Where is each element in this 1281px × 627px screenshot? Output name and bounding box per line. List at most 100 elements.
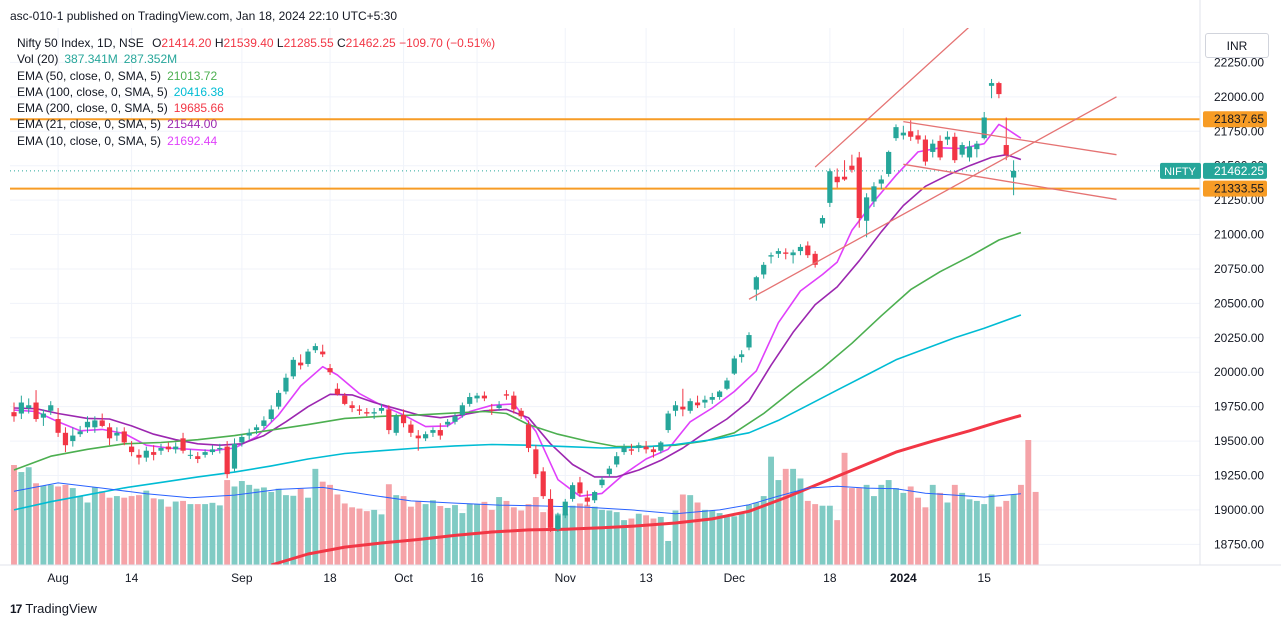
- candle-body: [643, 446, 649, 450]
- volume-bar: [202, 504, 209, 565]
- candle-body: [26, 405, 32, 409]
- volume-bar: [238, 481, 245, 565]
- candle-body: [400, 414, 407, 424]
- candle-body: [930, 143, 936, 152]
- candle-body: [18, 402, 24, 414]
- level-price-tag: [1203, 180, 1267, 197]
- level-price-label: 21837.65: [1214, 112, 1264, 126]
- candle-body: [915, 135, 921, 140]
- volume-bar: [731, 516, 738, 565]
- low-label: L: [276, 36, 284, 50]
- volume-bar: [430, 500, 436, 565]
- volume-bar: [518, 510, 525, 565]
- series-vol-ma-20: [13, 482, 1021, 515]
- price-tick-label: 19000.00: [1214, 503, 1264, 517]
- volume-bar: [694, 502, 701, 565]
- volume-bars: [11, 440, 1039, 565]
- candle-body: [511, 395, 517, 410]
- candle-body: [283, 377, 289, 392]
- indicator-value: 21013.72: [167, 68, 218, 83]
- legend-symbol-row[interactable]: Nifty 50 Index, 1D, NSE O21414.20 H21539…: [17, 35, 495, 51]
- candle-body: [276, 392, 282, 407]
- legend-indicator-row[interactable]: EMA (200, close, 0, SMA, 5) 19685.66: [17, 100, 495, 116]
- candle-body: [386, 409, 392, 431]
- candle-body: [173, 446, 179, 450]
- price-tick-label: 20250.00: [1214, 331, 1264, 345]
- indicator-label: EMA (50, close, 0, SMA, 5): [17, 68, 162, 83]
- volume-bar: [187, 504, 194, 565]
- volume-bar: [1025, 440, 1032, 565]
- volume-bar: [716, 513, 723, 565]
- candle-body: [937, 140, 943, 158]
- candle-body: [555, 515, 561, 530]
- candle-body: [570, 485, 576, 499]
- legend-indicator-row[interactable]: EMA (100, close, 0, SMA, 5) 20416.38: [17, 84, 495, 100]
- candle-body: [827, 171, 833, 203]
- candle-body: [48, 405, 54, 411]
- candle-body: [834, 176, 840, 183]
- candle-body: [187, 454, 193, 456]
- time-tick-label: 14: [125, 571, 139, 585]
- volume-bar: [136, 495, 142, 565]
- candle-body: [540, 471, 546, 497]
- volume-bar: [782, 468, 789, 565]
- candle-body: [547, 498, 554, 528]
- currency-button[interactable]: INR: [1205, 33, 1269, 58]
- volume-bar: [819, 505, 826, 565]
- volume-bar: [393, 495, 400, 565]
- volume-bar: [650, 518, 657, 565]
- volume-bar: [349, 507, 356, 565]
- volume-bar: [554, 513, 561, 565]
- candle-body: [988, 83, 995, 86]
- price-tick-label: 21000.00: [1214, 228, 1264, 242]
- volume-bar: [47, 484, 54, 565]
- low-value: 21285.55: [283, 36, 334, 50]
- volume-bar: [834, 520, 841, 565]
- legend-indicator-row[interactable]: EMA (50, close, 0, SMA, 5) 21013.72: [17, 68, 495, 84]
- volume-bar: [1032, 491, 1039, 565]
- candle-body: [445, 421, 451, 425]
- close-label: C: [337, 36, 346, 50]
- candle-body: [224, 446, 230, 475]
- close-value: 21462.25: [345, 36, 396, 50]
- volume-bar: [363, 511, 370, 565]
- volume-bar: [893, 488, 899, 565]
- ema-lines: [13, 123, 1022, 565]
- brand-name: TradingView: [25, 601, 97, 616]
- volume-bar: [577, 503, 583, 565]
- time-tick-label: Aug: [47, 571, 68, 585]
- candle-body: [290, 359, 296, 377]
- candle-body: [1011, 170, 1017, 178]
- candle-body: [790, 252, 796, 256]
- candle-body: [900, 132, 906, 136]
- candle-body: [871, 186, 877, 202]
- candle-body: [129, 446, 135, 453]
- volume-bar: [665, 540, 672, 565]
- volume-bar: [319, 481, 326, 565]
- candle-body: [99, 420, 105, 426]
- price-tick-label: 20500.00: [1214, 296, 1264, 310]
- volume-bar: [106, 497, 113, 565]
- legend-indicator-row[interactable]: EMA (10, close, 0, SMA, 5) 21692.44: [17, 133, 495, 149]
- legend-indicator-row[interactable]: EMA (21, close, 0, SMA, 5) 21544.00: [17, 116, 495, 132]
- candle-body: [474, 395, 480, 399]
- time-tick-label: 18: [323, 571, 337, 585]
- price-tick-label: 20000.00: [1214, 365, 1264, 379]
- candle-body: [459, 405, 465, 415]
- candle-body: [731, 358, 737, 374]
- candle-body: [312, 346, 318, 351]
- candle-body: [305, 351, 311, 364]
- legend-indicator-row[interactable]: Vol (20) 387.341M 287.352M: [17, 51, 495, 67]
- candle-body: [981, 117, 987, 139]
- volume-bar: [628, 518, 635, 565]
- trend-line: [814, 28, 970, 168]
- indicator-label: EMA (21, close, 0, SMA, 5): [17, 117, 162, 132]
- candle-body: [665, 413, 671, 431]
- candle-body: [709, 397, 715, 400]
- candle-body: [702, 399, 708, 403]
- series-ema-50: [13, 231, 1022, 471]
- volume-bar: [334, 494, 341, 565]
- volume-bar: [885, 480, 892, 565]
- volume-bar: [547, 509, 554, 565]
